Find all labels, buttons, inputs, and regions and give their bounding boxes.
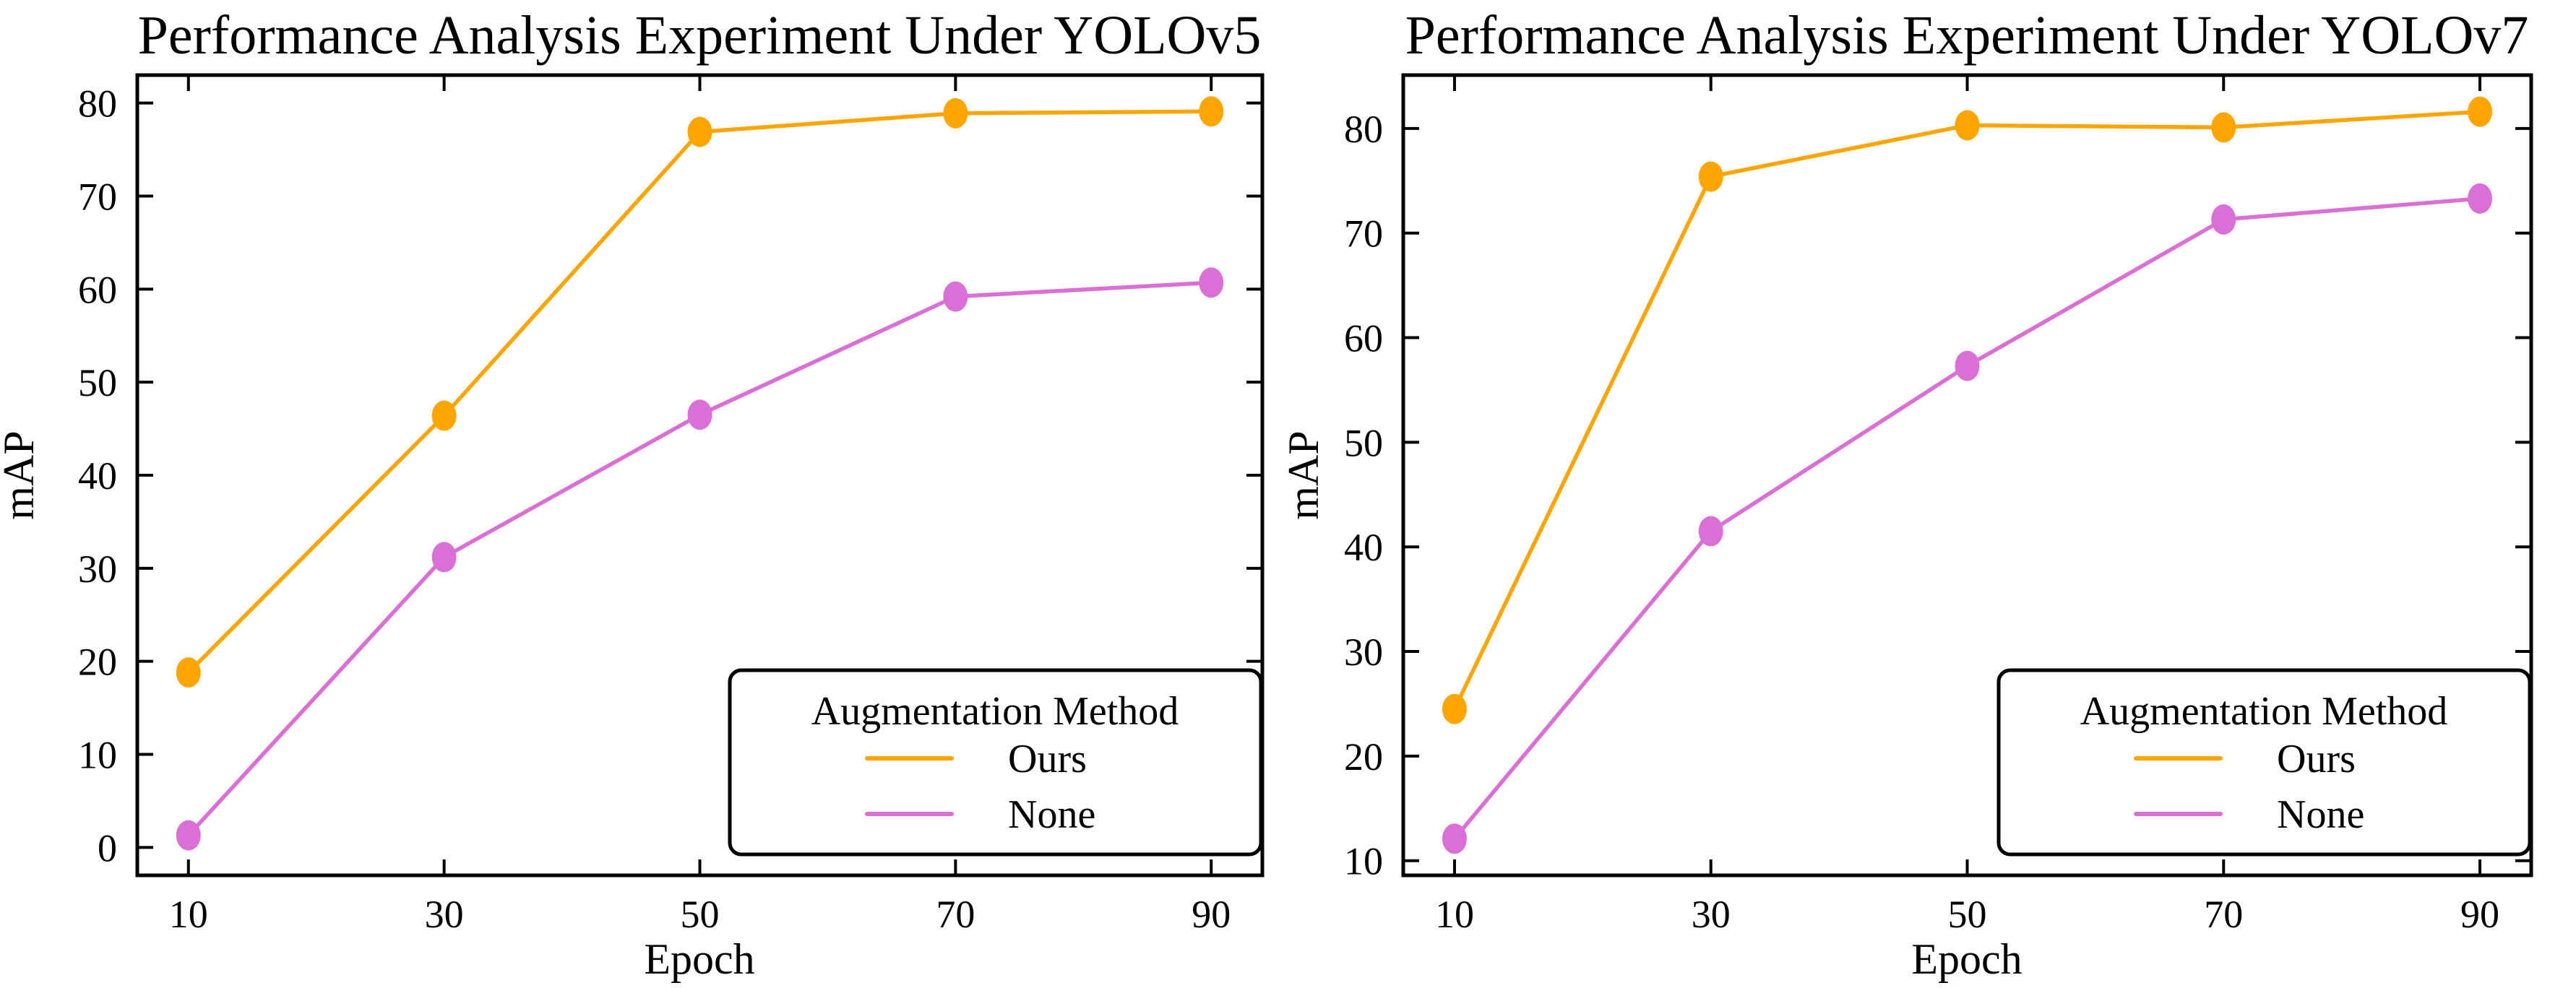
series-line-ours bbox=[186, 109, 1213, 675]
series-line-ours bbox=[1452, 109, 2482, 711]
x-tick-label: 90 bbox=[2460, 893, 2499, 936]
y-tick-label: 70 bbox=[78, 175, 117, 218]
y-tick-label: 10 bbox=[78, 734, 117, 777]
yolov7-plot-area: 10 30 50 70 90 10 20 30 40 50 60 70 80 bbox=[1344, 73, 2533, 936]
legend-box bbox=[728, 668, 1263, 857]
yolov7-chart-panel: 10 30 50 70 90 10 20 30 40 50 60 70 80 Performance A… bbox=[1280, 0, 2576, 988]
legend-label-none: None bbox=[2277, 792, 2364, 837]
data-point-none-epoch-90 bbox=[2468, 183, 2493, 214]
y-tick-label: 80 bbox=[1344, 108, 1383, 151]
data-point-ours-epoch-90 bbox=[1199, 96, 1224, 127]
data-point-ours-epoch-10 bbox=[176, 657, 201, 688]
data-point-ours-epoch-90 bbox=[2468, 96, 2493, 127]
x-tick-label: 70 bbox=[936, 893, 975, 936]
chart-title: Performance Analysis Experiment Under YO… bbox=[1405, 5, 2529, 66]
y-tick-label: 20 bbox=[78, 641, 117, 684]
x-tick-label: 30 bbox=[1692, 893, 1731, 936]
y-axis-label: mAP bbox=[0, 430, 43, 519]
yolov7-chart-svg: 10 30 50 70 90 10 20 30 40 50 60 70 80 Performance A… bbox=[1280, 5, 2533, 983]
yolov5-chart-panel: 10 30 50 70 90 0 10 20 30 40 50 60 70 80 Performance … bbox=[0, 5, 1265, 983]
x-tick-label: 10 bbox=[169, 893, 208, 936]
legend-box bbox=[1996, 668, 2532, 857]
data-point-none-epoch-50 bbox=[687, 399, 712, 430]
y-tick-label: 70 bbox=[1344, 212, 1383, 256]
x-axis-label: Epoch bbox=[1911, 935, 2022, 983]
data-point-ours-epoch-30 bbox=[431, 400, 457, 431]
data-point-none-epoch-90 bbox=[1199, 267, 1224, 298]
legend-label-none: None bbox=[1008, 792, 1095, 837]
data-point-ours-epoch-10 bbox=[1442, 693, 1467, 724]
data-point-none-epoch-10 bbox=[1442, 823, 1467, 854]
legend-title: Augmentation Method bbox=[811, 689, 1179, 734]
yolov5-plot-area: 10 30 50 70 90 0 10 20 30 40 50 60 70 80 bbox=[78, 73, 1265, 936]
x-tick-label: 30 bbox=[425, 893, 464, 936]
data-point-none-epoch-10 bbox=[176, 820, 201, 851]
y-tick-label: 30 bbox=[78, 547, 117, 591]
legend: Augmentation Method Ours None bbox=[728, 668, 1263, 857]
x-tick-label: 50 bbox=[681, 893, 720, 936]
chart-title: Performance Analysis Experiment Under YO… bbox=[138, 5, 1262, 66]
y-tick-label: 30 bbox=[1344, 630, 1383, 674]
data-point-ours-epoch-50 bbox=[687, 116, 712, 147]
y-tick-label: 50 bbox=[78, 361, 117, 404]
data-point-ours-epoch-70 bbox=[2211, 112, 2236, 143]
legend-label-ours: Ours bbox=[1008, 737, 1087, 781]
x-tick-label: 10 bbox=[1435, 893, 1474, 936]
data-point-none-epoch-50 bbox=[1955, 350, 1980, 381]
y-tick-label: 40 bbox=[78, 454, 117, 498]
legend-title: Augmentation Method bbox=[2080, 689, 2448, 734]
data-point-none-epoch-70 bbox=[943, 281, 968, 312]
data-point-ours-epoch-50 bbox=[1955, 110, 1980, 141]
data-point-ours-epoch-70 bbox=[943, 98, 968, 129]
y-tick-label: 10 bbox=[1344, 840, 1383, 883]
x-tick-label: 70 bbox=[2204, 893, 2243, 936]
data-point-none-epoch-30 bbox=[1698, 516, 1723, 547]
y-tick-label: 60 bbox=[78, 268, 117, 311]
y-tick-label: 50 bbox=[1344, 421, 1383, 464]
data-point-ours-epoch-30 bbox=[1698, 161, 1723, 192]
y-tick-label: 40 bbox=[1344, 526, 1383, 569]
x-tick-label: 90 bbox=[1192, 893, 1231, 936]
y-tick-label: 20 bbox=[1344, 735, 1383, 779]
y-tick-label: 60 bbox=[1344, 317, 1383, 360]
y-tick-label: 80 bbox=[78, 82, 117, 126]
x-axis-label: Epoch bbox=[644, 935, 754, 983]
data-point-none-epoch-30 bbox=[431, 542, 457, 573]
yolov5-chart-svg: 10 30 50 70 90 0 10 20 30 40 50 60 70 80 Performance … bbox=[0, 5, 1265, 983]
y-tick-label: 0 bbox=[98, 826, 117, 870]
legend-label-ours: Ours bbox=[2277, 737, 2356, 781]
x-tick-label: 50 bbox=[1948, 893, 1987, 936]
y-axis-label: mAP bbox=[1288, 430, 1327, 519]
data-point-none-epoch-70 bbox=[2211, 204, 2236, 235]
legend: Augmentation Method Ours None bbox=[1996, 668, 2532, 857]
